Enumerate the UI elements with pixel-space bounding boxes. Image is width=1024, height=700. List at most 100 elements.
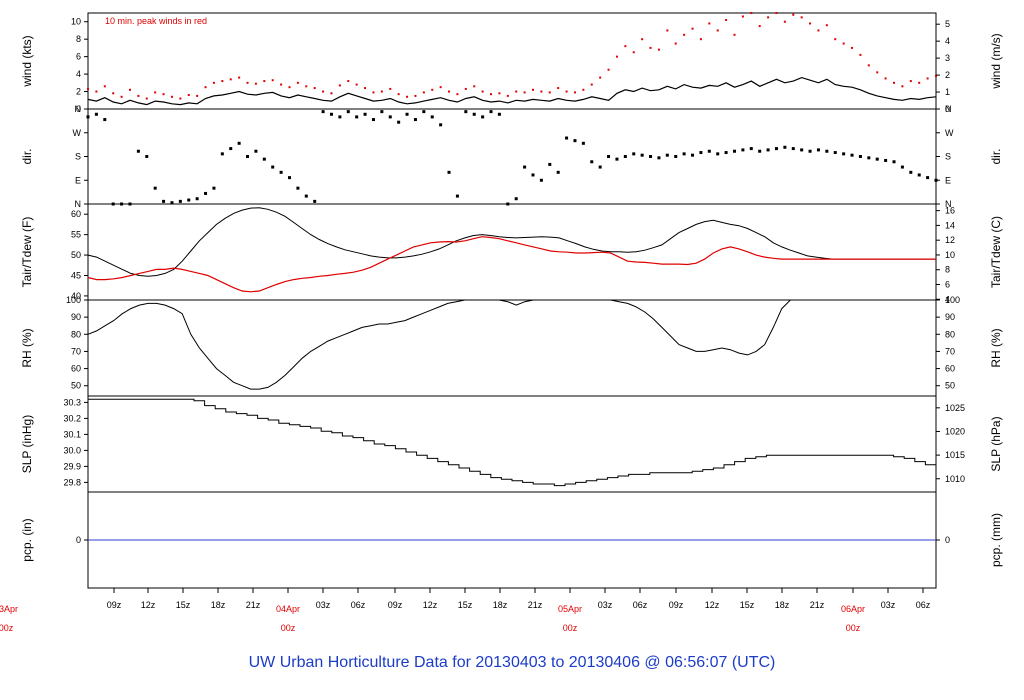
- wind-dir-point: [246, 155, 250, 158]
- peak-wind-point: [87, 87, 89, 90]
- peak-wind-point: [221, 80, 224, 83]
- peak-wind-point: [800, 16, 803, 19]
- peak-wind-point: [355, 83, 358, 86]
- y-axis-label-right: Tair/Tdew (C): [989, 216, 1003, 288]
- peak-wind-point: [767, 16, 770, 19]
- peak-wind-point: [557, 87, 560, 90]
- wind-dir-point: [162, 199, 166, 203]
- peak-wind-point: [187, 94, 190, 97]
- wind-dir-point: [447, 170, 451, 174]
- right-tick-label: 0: [945, 535, 950, 545]
- wind-dir-point: [791, 147, 795, 151]
- wind-dir-point: [909, 170, 913, 174]
- peak-wind-point: [128, 88, 131, 91]
- panel-frame-4: [87, 395, 937, 493]
- peak-wind-point: [406, 95, 409, 98]
- wind-dir-point: [296, 186, 300, 190]
- day-label-time: 00z: [846, 623, 861, 633]
- peak-wind-point: [464, 87, 467, 90]
- peak-wind-point: [817, 29, 820, 32]
- wind-dir-point: [699, 151, 703, 155]
- wind-dir-point: [548, 162, 552, 166]
- peak-wind-point: [498, 92, 501, 95]
- wind-dir-point: [464, 110, 468, 114]
- wind-dir-point: [766, 148, 770, 152]
- tair-line: [87, 207, 936, 277]
- wind-dir-point: [380, 110, 384, 114]
- peak-winds-note: 10 min. peak winds in red: [105, 16, 207, 26]
- right-tick-label: 14: [945, 220, 955, 230]
- left-tick-label: E: [75, 175, 81, 185]
- peak-wind-point: [834, 38, 837, 41]
- x-tick-label: 15z: [740, 600, 755, 610]
- wind-dir-point: [388, 115, 392, 119]
- left-tick-label: 6: [76, 52, 81, 62]
- y-axis-label-left: Tair/Tdew (F): [20, 217, 34, 288]
- left-tick-label: N: [75, 199, 82, 209]
- wind-dir-point: [371, 118, 375, 122]
- left-tick-label: 30.2: [63, 413, 81, 423]
- left-tick-label: 70: [71, 346, 81, 356]
- peak-wind-point: [674, 42, 677, 45]
- peak-wind-point: [884, 77, 887, 80]
- x-tick-label: 12z: [141, 600, 156, 610]
- peak-wind-point: [548, 91, 551, 94]
- x-tick-label: 09z: [669, 600, 684, 610]
- wind-speed-line: [87, 76, 937, 106]
- wind-dir-point: [900, 165, 904, 169]
- peak-wind-point: [372, 91, 375, 94]
- wind-dir-point: [590, 160, 594, 164]
- peak-wind-point: [859, 53, 862, 56]
- peak-wind-point: [170, 95, 173, 98]
- wind-dir-point: [531, 173, 535, 177]
- peak-wind-point: [607, 68, 610, 71]
- peak-wind-point: [481, 90, 484, 93]
- wind-dir-point: [858, 155, 862, 158]
- wind-dir-point: [413, 118, 417, 122]
- x-tick-label: 06z: [916, 600, 931, 610]
- wind-dir-point: [691, 153, 695, 157]
- wind-dir-point: [867, 156, 871, 160]
- day-label-time: 00z: [281, 623, 296, 633]
- wind-dir-point: [304, 194, 308, 198]
- wind-dir-point: [732, 149, 736, 153]
- peak-wind-point: [758, 25, 761, 28]
- wind-dir-point: [581, 141, 585, 145]
- wind-dir-point: [363, 112, 367, 116]
- x-tick-label: 03z: [316, 600, 331, 610]
- wind-dir-point: [397, 120, 401, 124]
- left-tick-label: 90: [71, 312, 81, 322]
- wind-dir-point: [145, 155, 149, 158]
- wind-dir-point: [254, 149, 258, 153]
- left-tick-label: N: [75, 104, 82, 114]
- wind-dir-point: [170, 201, 174, 205]
- right-tick-label: 50: [945, 381, 955, 391]
- right-tick-label: 60: [945, 364, 955, 374]
- peak-wind-point: [364, 87, 367, 90]
- wind-dir-point: [313, 199, 317, 203]
- peak-wind-point: [876, 71, 879, 74]
- x-tick-label: 12z: [705, 600, 720, 610]
- peak-wind-point: [792, 13, 795, 16]
- wind-dir-point: [657, 156, 661, 160]
- x-tick-label: 18z: [211, 600, 226, 610]
- y-axis-label-right: RH (%): [989, 328, 1003, 367]
- wind-dir-point: [481, 115, 485, 119]
- right-tick-label: 0: [945, 104, 950, 114]
- x-tick-label: 18z: [775, 600, 790, 610]
- wind-dir-point: [430, 115, 434, 119]
- peak-wind-point: [380, 90, 383, 93]
- peak-wind-point: [540, 90, 543, 93]
- peak-wind-point: [725, 18, 728, 21]
- left-tick-label: 0: [76, 104, 81, 114]
- wind-dir-point: [497, 112, 501, 116]
- wind-dir-point: [489, 110, 493, 114]
- wind-dir-point: [607, 155, 611, 158]
- peak-wind-point: [389, 87, 392, 90]
- left-tick-label: 50: [71, 250, 81, 260]
- peak-wind-point: [456, 93, 459, 96]
- peak-wind-point: [867, 64, 870, 67]
- peak-wind-point: [783, 20, 786, 23]
- left-tick-label: 50: [71, 381, 81, 391]
- wind-dir-point: [598, 165, 602, 169]
